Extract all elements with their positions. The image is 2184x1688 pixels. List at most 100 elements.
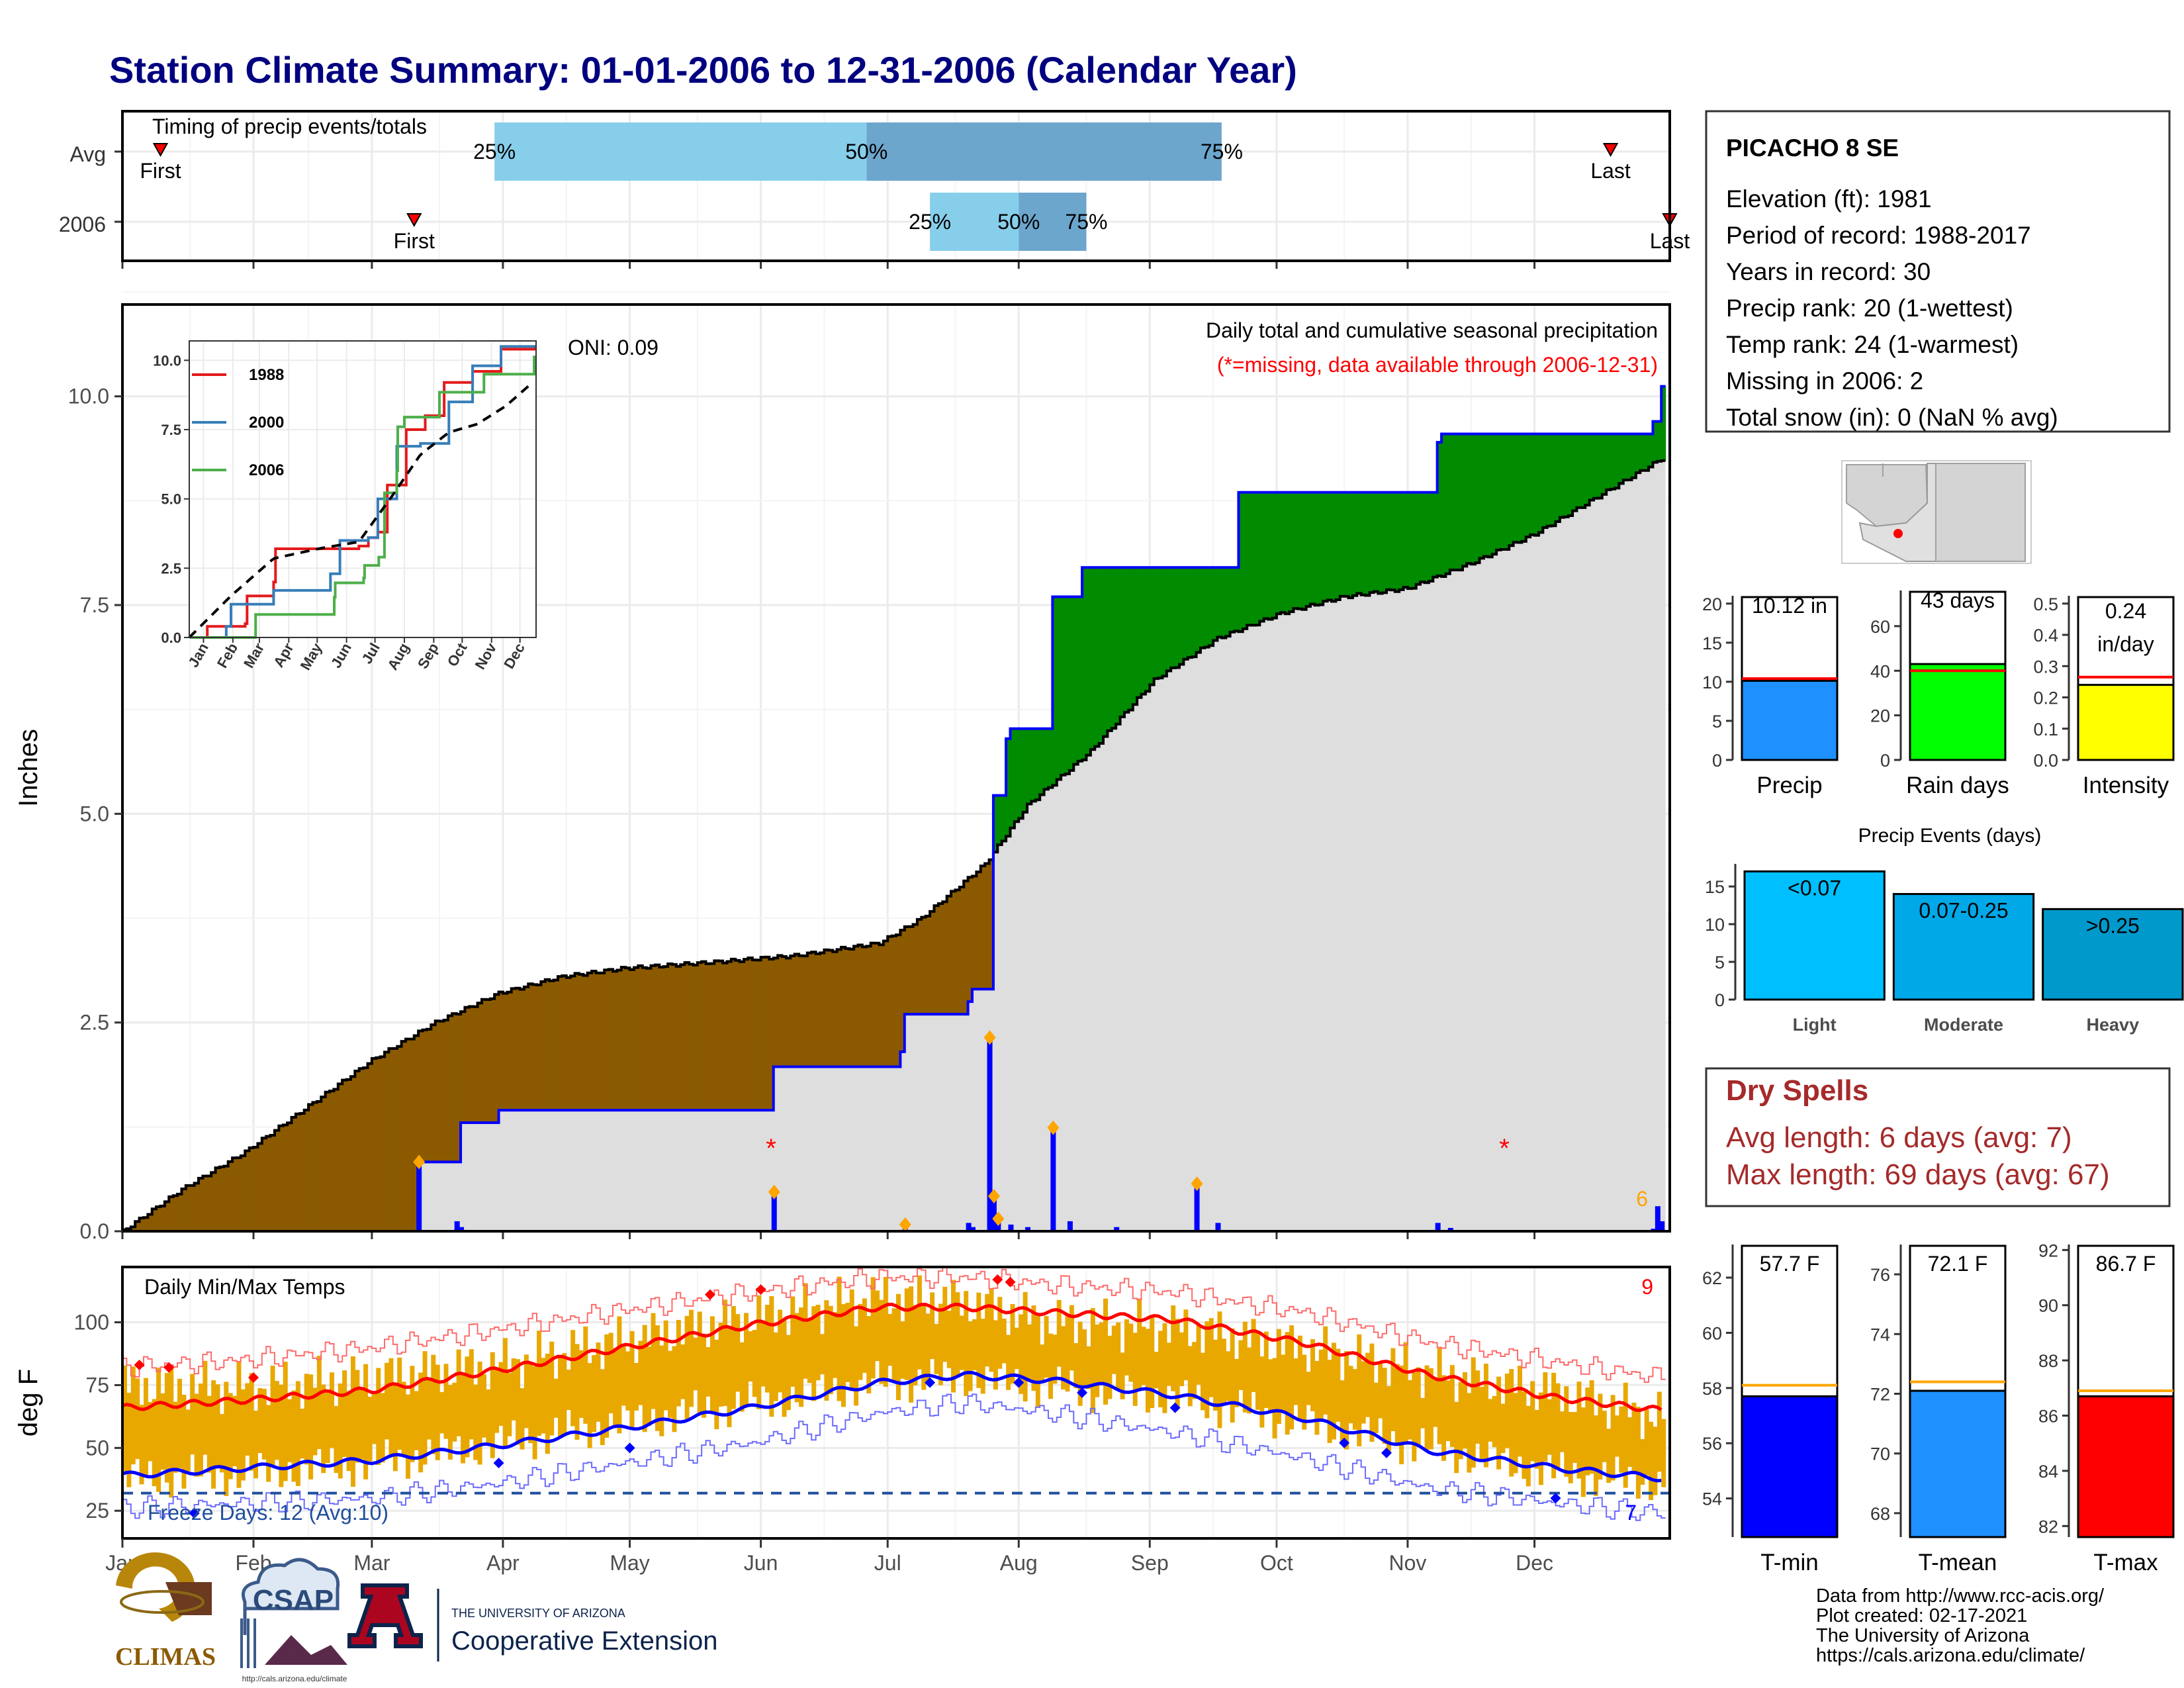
daily-temp-bar <box>435 1364 440 1460</box>
station-line: Total snow (in): 0 (NaN % avg) <box>1726 404 2058 431</box>
daily-temp-bar <box>520 1388 525 1450</box>
daily-temp-bar <box>1297 1335 1302 1421</box>
surplus-area <box>1387 492 1391 590</box>
surplus-area <box>1048 728 1053 788</box>
surplus-area <box>1433 492 1438 577</box>
deficit-area <box>891 935 897 1067</box>
surplus-area <box>1323 492 1328 602</box>
surplus-area <box>1073 596 1079 765</box>
daily-temp-bar <box>672 1346 677 1432</box>
deficit-area <box>350 1076 355 1231</box>
precip-count-label: 6 <box>1636 1187 1648 1211</box>
daily-temp-bar <box>1331 1342 1336 1440</box>
deficit-area <box>300 1113 305 1231</box>
surplus-area <box>1137 567 1142 698</box>
surplus-area <box>1001 795 1007 841</box>
surplus-area <box>1077 596 1083 761</box>
surplus-area <box>1407 492 1412 589</box>
surplus-area <box>1141 567 1146 694</box>
surplus-area <box>1069 596 1074 771</box>
events-x-label: Moderate <box>1924 1015 2003 1035</box>
daily-temp-bar <box>1462 1372 1467 1449</box>
daily-temp-bar <box>316 1356 322 1450</box>
deficit-area <box>604 970 610 1111</box>
daily-temp-bar <box>833 1312 838 1378</box>
small-panel-bar <box>1909 663 2007 761</box>
surplus-area <box>1509 434 1514 546</box>
deficit-area <box>355 1070 360 1231</box>
deficit-area <box>596 972 601 1111</box>
daily-temp-bar <box>541 1358 546 1434</box>
x-tick-label: Apr <box>486 1551 520 1575</box>
deficit-area <box>291 1117 296 1231</box>
daily-temp-bar <box>668 1350 673 1418</box>
surplus-area <box>1357 492 1362 594</box>
surplus-area <box>1352 492 1357 596</box>
daily-temp-bar <box>1602 1411 1607 1462</box>
deficit-area <box>477 1003 482 1123</box>
small-panel-y-tick-label: 72 <box>1870 1385 1890 1405</box>
x-tick-label: Dec <box>1516 1551 1553 1575</box>
daily-temp-bar <box>1200 1352 1205 1411</box>
daily-temp-bar <box>1086 1346 1091 1389</box>
surplus-area <box>1095 567 1100 747</box>
temp-panel-border <box>121 1266 1671 1540</box>
daily-precip-bar <box>1025 1227 1031 1231</box>
deficit-area <box>617 970 622 1111</box>
daily-temp-bar <box>130 1366 136 1465</box>
timing-bar-upper <box>866 122 1222 181</box>
deficit-area <box>342 1080 347 1231</box>
daily-temp-bar <box>523 1354 529 1429</box>
daily-temp-bar <box>1171 1305 1176 1391</box>
daily-temp-bar <box>625 1351 631 1411</box>
timing-marker <box>1602 143 1619 158</box>
deficit-area <box>520 989 525 1111</box>
y-tick-label: 10.0 <box>68 385 109 408</box>
daily-temp-bar <box>1454 1401 1459 1474</box>
surplus-area <box>1340 492 1345 596</box>
daily-temp-bar <box>1293 1358 1298 1405</box>
daily-temp-bar <box>782 1319 787 1417</box>
station-line: Missing in 2006: 2 <box>1726 367 1923 395</box>
small-panel-y-tick-label: 0.3 <box>2033 657 2058 677</box>
deficit-area <box>236 1157 242 1231</box>
deficit-area <box>228 1161 233 1231</box>
small-panel-bar <box>1741 679 1839 761</box>
daily-temp-bar <box>528 1362 533 1444</box>
small-panel-y-tick-label: 40 <box>1870 661 1890 681</box>
temp-panel: 25 50 75 100 deg F Daily Min/Max Temps 9 Fr… <box>14 1266 1671 1575</box>
inset-y-tick-label: 7.5 <box>161 422 181 438</box>
record-high-marker <box>134 1360 145 1371</box>
daily-precip-bar <box>1435 1223 1441 1231</box>
daily-temp-bar <box>338 1383 343 1479</box>
daily-precip-bar <box>459 1227 465 1231</box>
daily-temp-bar <box>1543 1372 1548 1462</box>
daily-temp-bar <box>1099 1322 1104 1383</box>
deficit-area <box>883 941 888 1067</box>
surplus-area <box>1281 492 1286 613</box>
daily-temp-bar <box>261 1389 267 1460</box>
daily-temp-bar <box>718 1323 723 1407</box>
station-line: Precip rank: 20 (1-wettest) <box>1726 295 2013 322</box>
deficit-area <box>651 965 656 1111</box>
surplus-area <box>1445 434 1451 574</box>
daily-temp-bar <box>1441 1375 1447 1461</box>
daily-temp-bar <box>342 1370 347 1457</box>
surplus-area <box>1534 434 1539 536</box>
daily-temp-bar <box>359 1387 364 1460</box>
surplus-area <box>1525 434 1531 538</box>
daily-temp-bar <box>1251 1319 1256 1392</box>
daily-temp-bar <box>334 1405 339 1474</box>
station-info-box: PICACHO 8 SE Elevation (ft): 1981 Period… <box>1705 110 2171 433</box>
deficit-area <box>592 971 597 1111</box>
deficit-area <box>388 1048 394 1231</box>
deficit-area <box>896 935 901 1067</box>
daily-temp-bar <box>596 1342 601 1422</box>
daily-temp-bar <box>1137 1298 1142 1391</box>
daily-temp-bar <box>655 1325 660 1431</box>
daily-temp-bar <box>1407 1380 1412 1440</box>
daily-temp-bar <box>481 1374 486 1438</box>
surplus-area <box>1175 567 1180 668</box>
small-panel-xlabel: T-mean <box>1919 1550 1997 1575</box>
daily-temp-bar <box>300 1408 305 1459</box>
